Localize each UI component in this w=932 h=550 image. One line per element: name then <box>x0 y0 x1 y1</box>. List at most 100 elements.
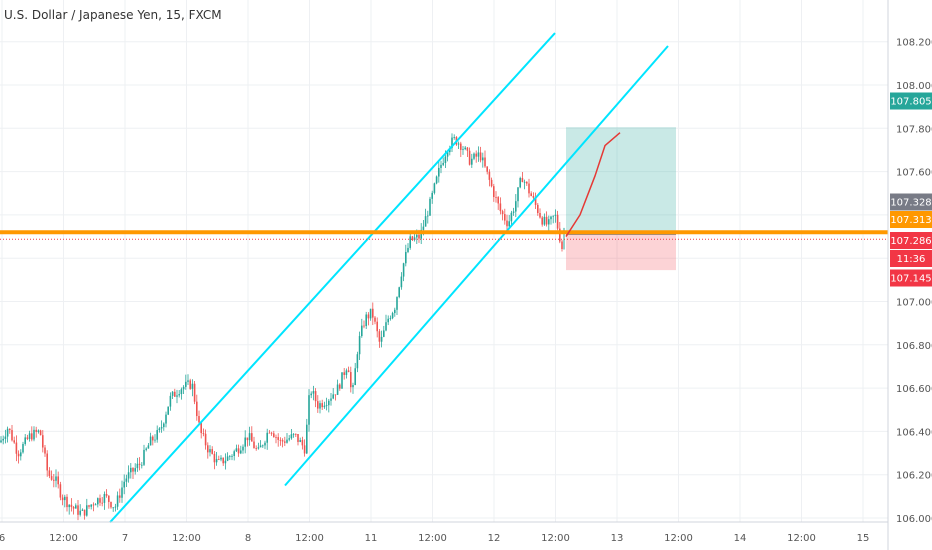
candle-body <box>81 509 84 511</box>
candle-body <box>204 433 207 446</box>
time-tick-label: 12:00 <box>49 533 78 544</box>
candle-body <box>99 498 101 503</box>
candle-body <box>358 336 361 355</box>
candle-body <box>387 318 389 323</box>
candle-body <box>457 143 460 145</box>
price-tick-label: 107.000 <box>896 298 932 309</box>
price-tick-label: 107.600 <box>896 168 932 179</box>
time-tick-label: 12:00 <box>787 533 816 544</box>
candle-body <box>134 468 136 472</box>
candle-body <box>484 157 486 167</box>
candle-body <box>44 447 46 454</box>
projected-path-line[interactable] <box>565 132 621 237</box>
candle-body <box>539 213 541 218</box>
take-profit-zone[interactable] <box>566 127 676 235</box>
candle-body <box>532 195 535 198</box>
price-label-text: 107.145 <box>890 274 931 285</box>
candle-body <box>163 423 165 428</box>
candle-body <box>266 432 268 443</box>
long-position-tool[interactable] <box>566 127 676 271</box>
candle-body <box>367 314 370 319</box>
price-label-text: 107.805 <box>890 97 931 108</box>
candle-body <box>545 216 548 225</box>
candle-body <box>11 430 13 441</box>
time-axis[interactable]: 6 12:00 7 12:00 8 12:00 11 12:00 12 12:00 13 12:00 1… <box>0 521 888 544</box>
stop-loss-zone[interactable] <box>566 234 676 271</box>
candle-body <box>90 504 92 507</box>
candle-body <box>127 472 130 479</box>
candle-body <box>268 432 271 434</box>
parallel-channel[interactable] <box>109 32 669 524</box>
candle-body <box>504 214 506 221</box>
candle-body <box>105 494 108 496</box>
candle-body <box>308 395 310 425</box>
candle-body <box>508 221 510 227</box>
candle-body <box>57 476 59 485</box>
candle-body <box>13 440 15 443</box>
candle-body <box>301 440 304 446</box>
candle-body <box>374 317 376 322</box>
candle-body <box>431 192 433 199</box>
price-tick-label: 106.400 <box>896 427 932 438</box>
candle-body <box>235 448 238 452</box>
candlestick-series <box>0 133 565 521</box>
candle-body <box>70 504 73 507</box>
candle-body <box>270 432 273 434</box>
horizontal-level-line[interactable] <box>0 230 888 240</box>
candle-body <box>240 450 242 454</box>
candle-body <box>160 427 163 429</box>
candle-body <box>559 228 561 242</box>
candle-body <box>391 313 394 319</box>
candle-body <box>35 429 37 432</box>
candle-body <box>275 437 277 438</box>
projected-path[interactable] <box>565 132 621 237</box>
candle-body <box>77 505 79 515</box>
price-tick-label: 106.600 <box>896 384 932 395</box>
candle-body <box>440 164 442 168</box>
candle-body <box>550 216 552 220</box>
candle-body <box>97 498 99 505</box>
candle-body <box>198 416 200 423</box>
price-label-box <box>890 193 932 211</box>
candle-body <box>378 331 381 342</box>
channel-upper-line[interactable] <box>109 32 556 524</box>
candle-body <box>473 153 475 159</box>
candle-body <box>394 309 396 314</box>
candle-body <box>59 484 62 498</box>
candle-body <box>554 214 557 216</box>
candle-body <box>33 429 35 440</box>
candle-body <box>244 437 246 447</box>
candle-body <box>407 247 409 252</box>
channel-lower-line[interactable] <box>284 45 669 487</box>
price-label-box <box>890 211 932 228</box>
candle-body <box>400 276 403 288</box>
candle-body <box>200 422 202 434</box>
candle-body <box>471 158 473 165</box>
price-tick-label: 108.000 <box>896 81 932 92</box>
candle-body <box>169 395 172 407</box>
candle-body <box>343 372 345 375</box>
candle-body <box>187 380 189 382</box>
time-tick-label: 14 <box>734 533 747 544</box>
candle-body <box>31 433 33 440</box>
candle-body <box>103 494 106 503</box>
candle-body <box>242 446 244 451</box>
candle-body <box>72 506 75 509</box>
candle-body <box>435 176 438 184</box>
candle-body <box>20 452 22 457</box>
candle-body <box>442 162 444 165</box>
candle-body <box>543 216 546 225</box>
candle-body <box>46 453 48 471</box>
candle-body <box>288 438 290 440</box>
candle-body <box>517 187 519 202</box>
candle-body <box>495 197 497 198</box>
candle-body <box>369 308 372 319</box>
candle-body <box>528 183 530 194</box>
candle-body <box>233 451 235 456</box>
candle-body <box>143 449 145 465</box>
candle-body <box>330 398 332 401</box>
candle-body <box>523 181 526 183</box>
candle-body <box>202 433 205 434</box>
price-labels: 107.805 107.328 107.313 107.286 11:36 107.145 <box>890 92 932 287</box>
